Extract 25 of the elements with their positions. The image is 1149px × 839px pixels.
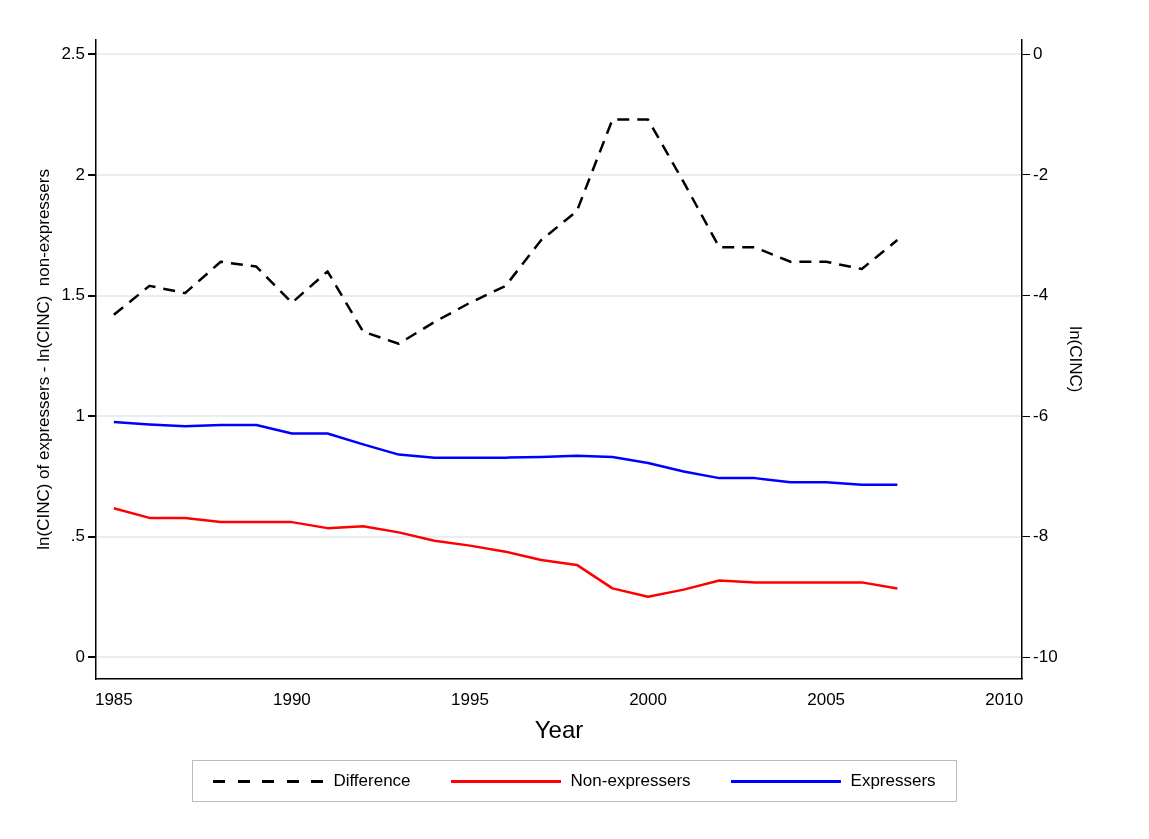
y-tick-label: 0 — [75, 646, 86, 666]
y-tick-label: 2 — [75, 164, 86, 184]
y2-tick-label: -2 — [1033, 164, 1049, 184]
x-tick-label: 1990 — [273, 689, 311, 709]
line-series — [112, 118, 899, 345]
y2-tick-label: -4 — [1033, 285, 1049, 305]
y-tick-label: 2.5 — [61, 44, 86, 64]
legend-label: Expressers — [850, 771, 936, 791]
x-tick-label: 1985 — [94, 689, 133, 709]
y2-tick-label: 0 — [1033, 44, 1043, 64]
y-tick-label: 1 — [75, 405, 86, 425]
x-tick-label: 2000 — [629, 689, 667, 709]
x-axis-title: Year — [534, 716, 584, 744]
legend-label: Difference — [333, 771, 411, 791]
y2-tick-label: -6 — [1033, 405, 1049, 425]
y2-axis-title: ln(CINC) — [1066, 326, 1086, 393]
y2-tick-label: -8 — [1033, 526, 1049, 546]
y2-tick-label: -10 — [1033, 646, 1058, 666]
y-tick-label: 1.5 — [61, 285, 86, 305]
y-tick-label: .5 — [70, 526, 86, 546]
legend-label: Non-expressers — [570, 771, 691, 791]
x-tick-label: 2010 — [985, 689, 1024, 709]
x-tick-label: 1995 — [451, 689, 489, 709]
y-axis-title: ln(CINC) of expressers - ln(CINC) non-expressers — [33, 169, 53, 550]
x-tick-label: 2005 — [807, 689, 846, 709]
